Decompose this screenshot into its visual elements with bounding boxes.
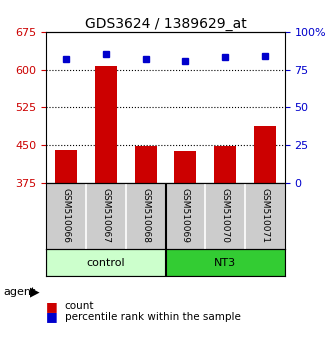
Text: percentile rank within the sample: percentile rank within the sample xyxy=(65,312,240,322)
Bar xyxy=(214,147,236,183)
Text: ■: ■ xyxy=(46,300,58,313)
Text: ▶: ▶ xyxy=(30,286,39,298)
Bar xyxy=(55,150,77,183)
Text: count: count xyxy=(65,301,94,311)
Bar xyxy=(254,126,276,183)
Bar xyxy=(95,66,117,183)
Bar xyxy=(135,147,157,183)
Bar xyxy=(46,249,166,276)
Bar xyxy=(174,152,196,183)
Text: GSM510070: GSM510070 xyxy=(220,188,230,243)
Text: GSM510071: GSM510071 xyxy=(260,188,269,243)
Text: GSM510066: GSM510066 xyxy=(62,188,71,243)
Title: GDS3624 / 1389629_at: GDS3624 / 1389629_at xyxy=(85,17,246,31)
Text: GSM510068: GSM510068 xyxy=(141,188,150,243)
Text: NT3: NT3 xyxy=(214,258,236,268)
Text: agent: agent xyxy=(3,287,36,297)
Text: GSM510069: GSM510069 xyxy=(181,188,190,243)
Bar xyxy=(166,249,285,276)
Text: control: control xyxy=(87,258,125,268)
Text: GSM510067: GSM510067 xyxy=(101,188,111,243)
Text: ■: ■ xyxy=(46,310,58,323)
